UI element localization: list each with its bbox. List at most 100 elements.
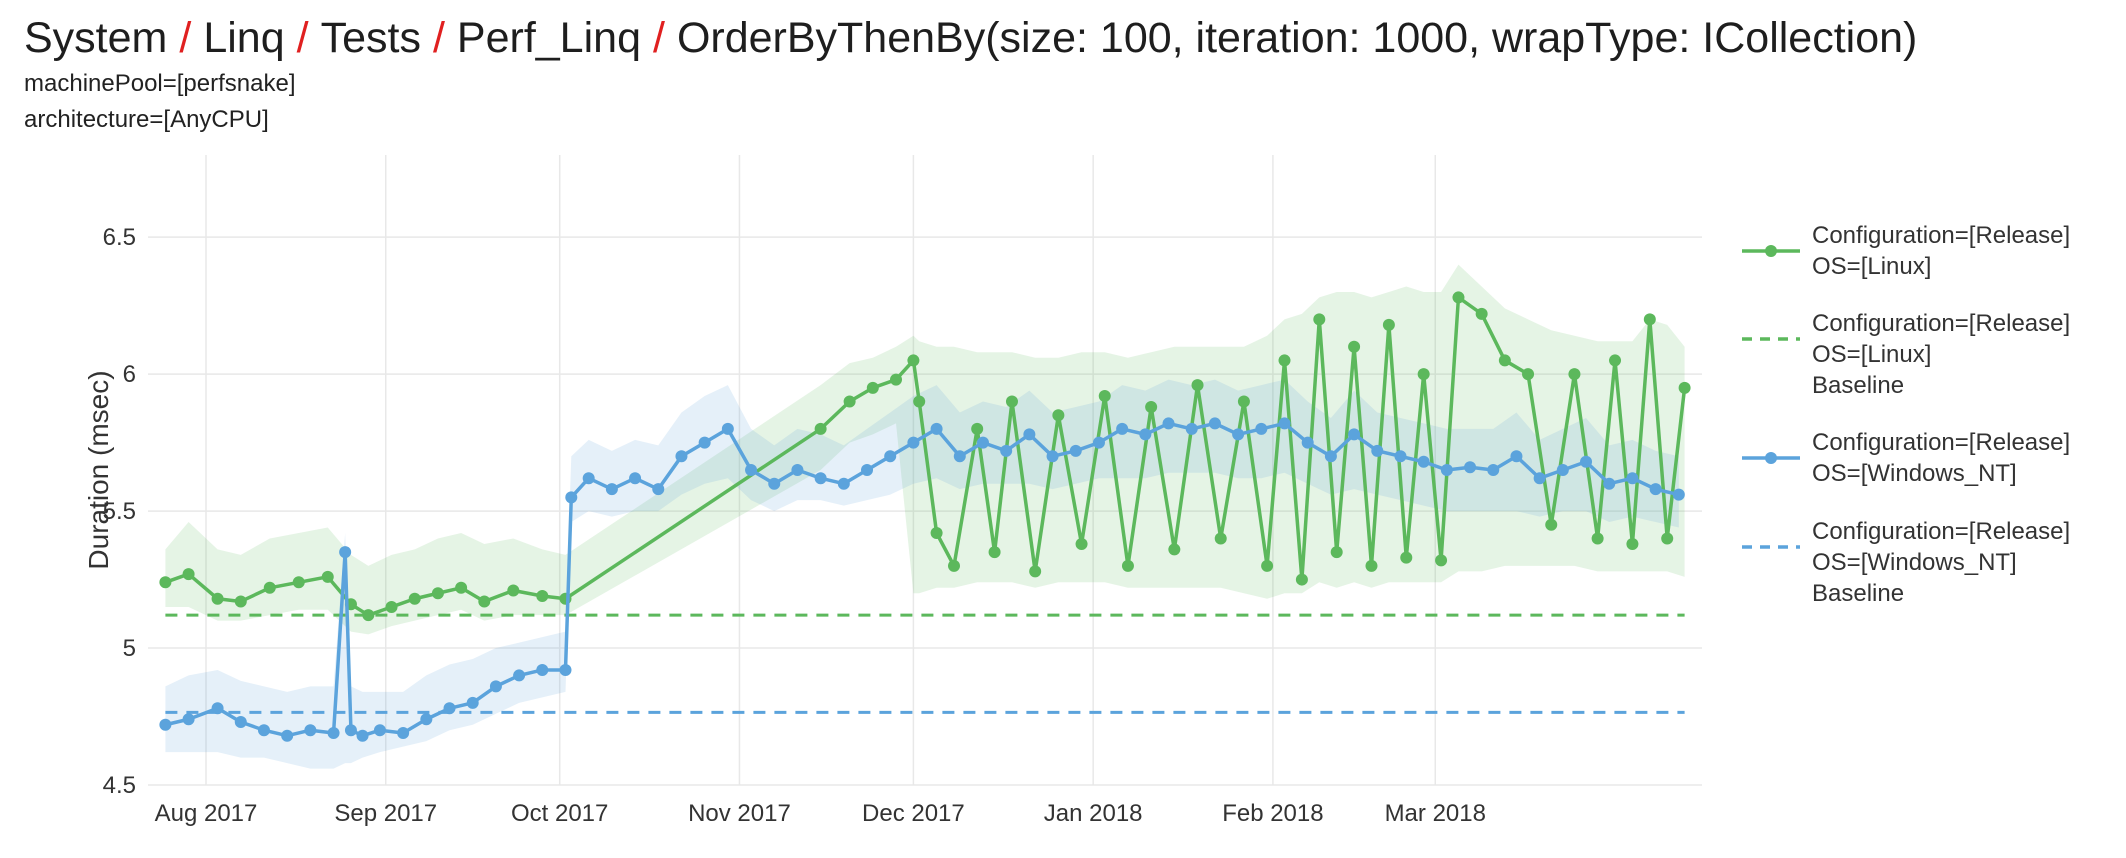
series-2-point[interactable] xyxy=(1649,483,1662,496)
series-2-point[interactable] xyxy=(1371,444,1384,457)
series-2-point[interactable] xyxy=(605,483,618,496)
series-0-point[interactable] xyxy=(890,373,903,386)
series-2-point[interactable] xyxy=(1672,488,1685,501)
series-2-point[interactable] xyxy=(837,477,850,490)
breadcrumb-item-linq[interactable]: Linq xyxy=(203,14,285,62)
series-0-point[interactable] xyxy=(234,595,247,608)
series-2-point[interactable] xyxy=(513,669,526,682)
series-0-point[interactable] xyxy=(1278,354,1291,367)
series-2-point[interactable] xyxy=(1626,472,1639,485)
series-0-point[interactable] xyxy=(1052,409,1065,422)
series-2-point[interactable] xyxy=(884,450,897,463)
series-2-point[interactable] xyxy=(536,663,549,676)
series-2-point[interactable] xyxy=(1440,464,1453,476)
series-2-point[interactable] xyxy=(861,464,874,476)
series-0-point[interactable] xyxy=(321,570,334,583)
series-0-point[interactable] xyxy=(1365,559,1378,572)
series-2-point[interactable] xyxy=(304,724,317,737)
series-0-point[interactable] xyxy=(814,422,827,435)
series-2-point[interactable] xyxy=(1348,428,1361,441)
series-2-point[interactable] xyxy=(344,724,357,737)
series-0-point[interactable] xyxy=(536,590,549,602)
series-2-point[interactable] xyxy=(1185,422,1198,435)
series-0-point[interactable] xyxy=(1545,518,1558,531)
series-2-point[interactable] xyxy=(791,464,804,476)
series-2-point[interactable] xyxy=(565,491,578,504)
series-0-point[interactable] xyxy=(1452,291,1465,304)
series-0-point[interactable] xyxy=(1498,354,1511,367)
series-2-point[interactable] xyxy=(339,546,352,559)
series-0-point[interactable] xyxy=(866,381,879,394)
series-2-point[interactable] xyxy=(1232,428,1245,441)
series-0-point[interactable] xyxy=(1661,532,1674,545)
series-2-point[interactable] xyxy=(1464,461,1477,474)
series-0-point[interactable] xyxy=(1098,390,1111,403)
series-2-point[interactable] xyxy=(420,713,433,726)
breadcrumb-item-tests[interactable]: Tests xyxy=(320,14,421,62)
series-0-point[interactable] xyxy=(913,395,926,408)
series-2-point[interactable] xyxy=(1324,450,1337,463)
series-2-point[interactable] xyxy=(281,729,294,742)
series-0-point[interactable] xyxy=(362,609,375,622)
series-0-point[interactable] xyxy=(947,559,960,572)
series-2-point[interactable] xyxy=(397,726,410,739)
series-2-point[interactable] xyxy=(745,464,758,476)
series-2-point[interactable] xyxy=(1023,428,1036,441)
breadcrumb-item-perf-linq[interactable]: Perf_Linq xyxy=(456,14,641,62)
series-0-point[interactable] xyxy=(907,354,920,367)
series-2-point[interactable] xyxy=(234,716,247,728)
series-2-point[interactable] xyxy=(182,713,195,726)
series-2-point[interactable] xyxy=(652,483,665,496)
series-2-point[interactable] xyxy=(1556,464,1569,476)
series-2-point[interactable] xyxy=(1603,477,1616,490)
series-0-point[interactable] xyxy=(1121,559,1134,572)
series-2-point[interactable] xyxy=(1139,428,1152,441)
series-0-point[interactable] xyxy=(292,576,305,589)
series-2-point[interactable] xyxy=(675,450,688,463)
series-2-point[interactable] xyxy=(1510,450,1523,463)
series-0-point[interactable] xyxy=(507,584,520,597)
series-2-point[interactable] xyxy=(721,422,734,435)
series-2-point[interactable] xyxy=(1069,444,1082,457)
series-0-point[interactable] xyxy=(431,587,444,600)
series-0-point[interactable] xyxy=(1522,368,1535,381)
series-0-point[interactable] xyxy=(1678,381,1691,394)
series-0-point[interactable] xyxy=(263,581,276,594)
series-0-point[interactable] xyxy=(1626,537,1639,550)
series-2-point[interactable] xyxy=(698,436,711,449)
series-0-point[interactable] xyxy=(159,576,172,589)
series-2-point[interactable] xyxy=(582,472,595,485)
series-0-point[interactable] xyxy=(385,600,398,613)
series-0-point[interactable] xyxy=(455,581,468,594)
series-0-point[interactable] xyxy=(478,595,491,608)
series-2-point[interactable] xyxy=(1278,417,1291,430)
series-0-point[interactable] xyxy=(988,546,1001,559)
series-0-point[interactable] xyxy=(1295,573,1308,586)
series-0-point[interactable] xyxy=(1591,532,1604,545)
series-2-point[interactable] xyxy=(930,422,943,435)
series-2-point[interactable] xyxy=(814,472,827,485)
series-0-point[interactable] xyxy=(1237,395,1250,408)
series-0-point[interactable] xyxy=(1145,401,1158,413)
series-2-point[interactable] xyxy=(629,472,642,485)
series-2-point[interactable] xyxy=(1046,450,1059,463)
series-0-point[interactable] xyxy=(1400,551,1413,564)
series-0-point[interactable] xyxy=(1348,340,1361,353)
series-2-point[interactable] xyxy=(466,696,479,709)
series-0-point[interactable] xyxy=(1075,537,1088,550)
series-0-point[interactable] xyxy=(1568,368,1581,381)
series-2-point[interactable] xyxy=(1580,455,1593,468)
series-0-point[interactable] xyxy=(182,568,195,581)
series-0-point[interactable] xyxy=(1214,532,1227,545)
breadcrumb-item-system[interactable]: System xyxy=(24,14,168,62)
series-2-point[interactable] xyxy=(1255,422,1268,435)
series-0-point[interactable] xyxy=(1313,313,1326,326)
series-2-point[interactable] xyxy=(1162,417,1175,430)
series-0-point[interactable] xyxy=(1168,543,1181,556)
series-0-point[interactable] xyxy=(1382,318,1395,331)
series-2-point[interactable] xyxy=(489,680,502,693)
series-0-point[interactable] xyxy=(1417,368,1430,381)
series-0-point[interactable] xyxy=(211,592,224,605)
series-2-point[interactable] xyxy=(257,724,270,737)
